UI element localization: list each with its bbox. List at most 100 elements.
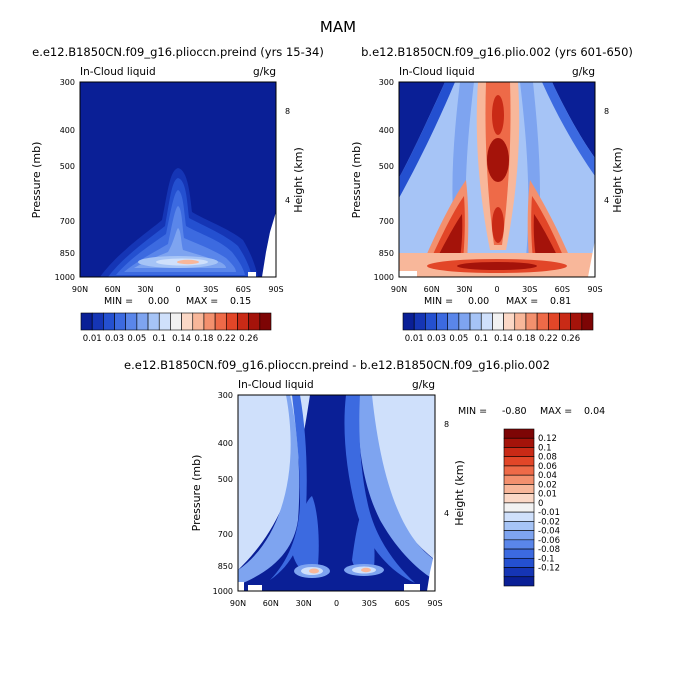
x-axis: 90N 60N 30N 0 30S 60S 90S (72, 285, 284, 294)
contour-field (238, 395, 435, 591)
max-value: 0.81 (550, 296, 571, 307)
colorbar: 0.120.10.080.060.040.020.010-0.01-0.02-0… (503, 428, 560, 587)
colorbar-swatch (136, 312, 149, 331)
colorbar-label: -0.04 (538, 527, 560, 537)
colorbar-swatch (570, 312, 583, 331)
x-tick-label: 60S (555, 285, 570, 294)
colorbar-swatch (503, 447, 535, 458)
y-tick-label: 500 (60, 162, 75, 171)
y2-tick-label: 4 (604, 196, 609, 205)
y2-axis: 8 4 (444, 420, 449, 518)
colorbar-label: 0.26 (561, 334, 580, 344)
x-tick-label: 30S (362, 599, 377, 608)
min-value: -0.80 (502, 406, 527, 417)
colorbar-swatch (559, 312, 571, 331)
y2-tick-label: 4 (285, 196, 290, 205)
units-label: g/kg (572, 66, 595, 78)
colorbar-label: 0.14 (494, 334, 513, 344)
colorbar-swatch (503, 521, 535, 531)
x-tick-label: 90S (427, 599, 442, 608)
x-tick-label: 90S (587, 285, 602, 294)
max-value: 0.04 (584, 406, 605, 417)
variable-label: In-Cloud liquid (238, 379, 314, 391)
variable-label: In-Cloud liquid (80, 66, 156, 78)
y2-tick-label: 4 (444, 509, 449, 518)
min-label: MIN = (104, 296, 133, 307)
x-tick-label: 30S (203, 285, 218, 294)
y-axis-title: Pressure (mb) (350, 142, 363, 219)
colorbar-label: 0.04 (538, 471, 557, 481)
colorbar-swatch (581, 312, 594, 331)
colorbar-swatch (147, 312, 160, 331)
min-label: MIN = (424, 296, 453, 307)
y2-axis-title: Height (km) (453, 460, 466, 526)
colorbar-label: -0.06 (538, 536, 560, 546)
colorbar-swatch (225, 312, 238, 331)
colorbar-label: -0.02 (538, 517, 560, 527)
colorbar-swatch (480, 312, 493, 331)
colorbar-label: 0.01 (405, 334, 424, 344)
colorbar-swatch (214, 312, 227, 331)
y-tick-label: 1000 (374, 273, 394, 282)
y-tick-label: 850 (60, 249, 75, 258)
colorbar-swatch (525, 312, 538, 331)
x-tick-label: 60N (105, 285, 121, 294)
y-tick-label: 700 (60, 217, 75, 226)
y-tick-label: 850 (379, 249, 394, 258)
x-tick-label: 60N (263, 599, 279, 608)
x-tick-label: 0 (334, 599, 339, 608)
colorbar-swatch (237, 312, 249, 331)
x-tick-label: 60S (395, 599, 410, 608)
colorbar-swatch (436, 312, 449, 331)
y-tick-label: 1000 (213, 587, 233, 596)
colorbar-label: 0 (538, 499, 543, 509)
y2-tick-label: 8 (285, 107, 290, 116)
x-axis: 90N 60N 30N 0 30S 60S 90S (230, 599, 443, 608)
y-tick-label: 850 (218, 562, 233, 571)
colorbar-label: 0.1 (152, 334, 166, 344)
colorbar-swatch (503, 493, 535, 504)
x-tick-label: 90N (72, 285, 88, 294)
stats: MIN = 0.00 MAX = 0.15 (104, 296, 251, 307)
colorbar-swatch (158, 312, 171, 331)
y2-axis: 8 4 (285, 107, 290, 205)
colorbar-swatch (503, 567, 535, 578)
colorbar-label: 0.08 (538, 453, 557, 463)
y-axis-title: Pressure (mb) (190, 455, 203, 532)
y2-tick-label: 8 (604, 107, 609, 116)
max-value: 0.15 (230, 296, 251, 307)
colorbar: 0.01 0.03 0.05 0.1 0.14 0.18 0.22 0.26 (402, 312, 594, 344)
colorbar-label: 0.03 (427, 334, 446, 344)
y-axis-title: Pressure (mb) (30, 142, 43, 219)
y-tick-label: 400 (379, 126, 394, 135)
x-tick-label: 30N (296, 599, 312, 608)
colorbar-swatch (413, 312, 426, 331)
colorbar-swatch (503, 428, 535, 439)
colorbar-label: 0.12 (538, 434, 557, 444)
colorbar-swatch (192, 312, 205, 331)
x-tick-label: 60S (236, 285, 251, 294)
colorbar-swatch (248, 312, 261, 331)
colorbar-swatch (114, 312, 127, 331)
colorbar-swatch (91, 312, 104, 331)
colorbar-label: 0.01 (83, 334, 102, 344)
colorbar-swatch (458, 312, 471, 331)
colorbar-label: 0.22 (217, 334, 236, 344)
colorbar-swatch (503, 576, 535, 587)
colorbar-swatch (203, 312, 216, 331)
colorbar-swatch (402, 312, 415, 331)
colorbar-label: 0.26 (239, 334, 258, 344)
x-tick-label: 60N (424, 285, 440, 294)
colorbar-label: 0.01 (538, 490, 557, 500)
y-tick-label: 500 (379, 162, 394, 171)
colorbar-label: 0.14 (172, 334, 191, 344)
colorbar-swatch (170, 312, 182, 331)
colorbar-swatch (503, 437, 535, 448)
colorbar-label: 0.1 (538, 443, 552, 453)
y-axis: 300 400 500 700 850 1000 (374, 78, 394, 282)
colorbar-label: 0.05 (449, 334, 468, 344)
x-axis: 90N 60N 30N 0 30S 60S 90S (391, 285, 603, 294)
colorbar-label: 0.02 (538, 480, 557, 490)
colorbar-swatch (503, 530, 535, 541)
